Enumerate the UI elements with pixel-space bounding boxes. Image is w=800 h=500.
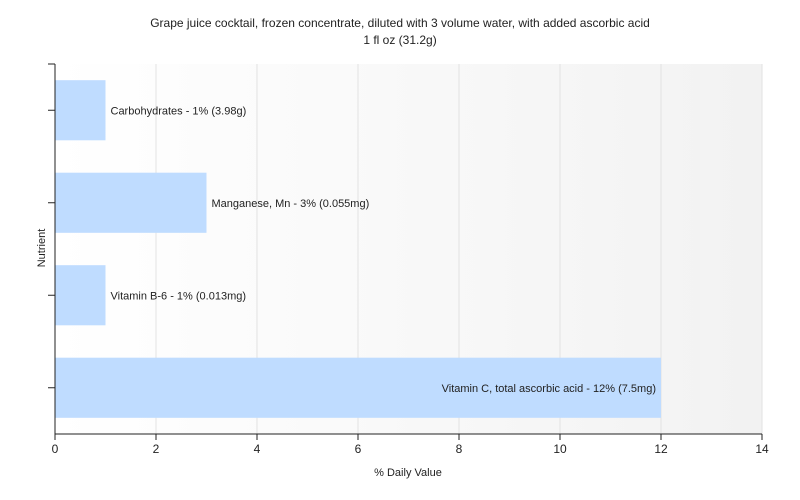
bar-label-2: Vitamin B-6 - 1% (0.013mg) (111, 290, 247, 302)
x-tick-label-1: 2 (153, 442, 160, 456)
chart-subtitle: 1 fl oz (31.2g) (363, 33, 436, 47)
bar-label-3: Vitamin C, total ascorbic acid - 12% (7.… (442, 383, 656, 395)
bars (55, 80, 661, 418)
x-tick-label-0: 0 (52, 442, 59, 456)
bar-0 (55, 80, 106, 141)
x-tick-label-6: 12 (654, 442, 668, 456)
chart-title: Grape juice cocktail, frozen concentrate… (150, 16, 650, 30)
bar-2 (55, 265, 106, 326)
bar-label-1: Manganese, Mn - 3% (0.055mg) (212, 198, 370, 210)
x-tick-label-2: 4 (254, 442, 261, 456)
y-axis-label: Nutrient (36, 229, 48, 268)
bar-labels: Carbohydrates - 1% (3.98g) Manganese, Mn … (111, 105, 657, 395)
x-tick-label-3: 6 (355, 442, 362, 456)
x-ticks: 0 2 4 6 8 10 12 14 (52, 434, 769, 456)
axes (48, 63, 762, 435)
bar-3 (55, 357, 661, 418)
x-axis-label: % Daily Value (374, 467, 442, 479)
bar-label-0: Carbohydrates - 1% (3.98g) (111, 105, 247, 117)
x-tick-label-5: 10 (553, 442, 567, 456)
x-tick-label-7: 14 (755, 442, 769, 456)
bar-1 (55, 172, 207, 233)
x-tick-label-4: 8 (456, 442, 463, 456)
